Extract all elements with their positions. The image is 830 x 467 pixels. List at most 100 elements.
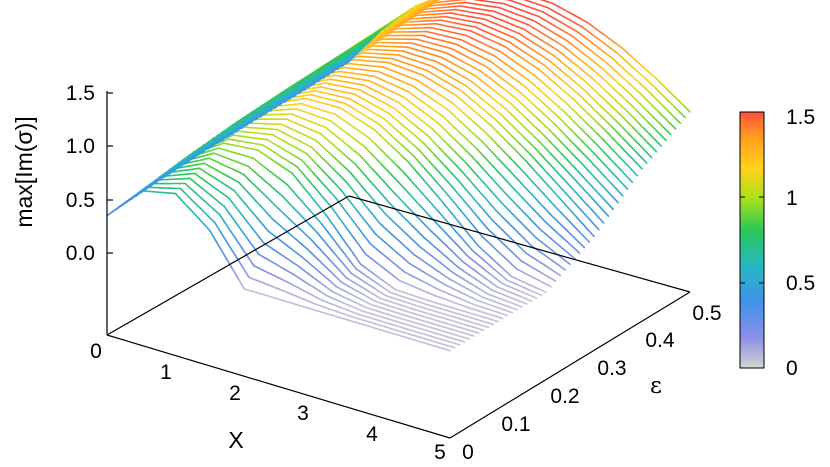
surface-segment	[258, 104, 267, 112]
surface-segment	[518, 289, 526, 295]
surface-segment	[224, 222, 232, 233]
surface-segment	[424, 168, 432, 177]
surface-segment	[259, 110, 268, 118]
surface-segment	[643, 67, 651, 74]
surface-segment	[453, 216, 462, 225]
surface-segment	[250, 209, 258, 219]
surface-segment	[449, 41, 457, 45]
surface-segment	[340, 281, 349, 287]
surface-segment	[258, 267, 267, 273]
surface-segment	[455, 43, 463, 48]
surface-segment	[382, 109, 390, 115]
surface-segment	[242, 267, 250, 279]
surface-segment	[482, 301, 491, 306]
surface-segment	[483, 109, 492, 116]
surface-segment	[466, 49, 475, 54]
surface-segment	[523, 85, 532, 93]
surface-segment	[200, 187, 208, 194]
surface-segment	[514, 254, 523, 262]
surface-segment	[420, 67, 429, 72]
surface-segment	[259, 190, 268, 198]
surface-segment	[386, 170, 395, 178]
surface-segment	[551, 2, 560, 8]
surface-segment	[278, 89, 287, 97]
surface-segment	[447, 340, 455, 344]
surface-segment	[294, 146, 302, 152]
surface-segment	[470, 237, 479, 246]
surface-segment	[587, 93, 596, 101]
surface-segment	[397, 308, 406, 312]
surface-segment	[415, 313, 423, 317]
surface-segment	[295, 84, 303, 93]
surface-segment	[306, 165, 315, 174]
surface-segment	[229, 124, 237, 132]
surface-segment	[635, 99, 644, 107]
surface-segment	[608, 157, 617, 165]
surface-segment	[414, 339, 423, 343]
surface-segment	[223, 149, 231, 153]
surface-segment	[543, 273, 551, 279]
surface-segment	[366, 69, 374, 72]
surface-segment	[544, 282, 552, 288]
surface-segment	[323, 110, 331, 114]
surface-segment	[213, 136, 221, 143]
surface-segment	[251, 148, 259, 151]
surface-segment	[331, 290, 339, 295]
surface-segment	[530, 48, 539, 54]
surface-segment	[501, 78, 510, 85]
surface-segment	[503, 2, 511, 7]
surface-segment	[402, 55, 411, 60]
surface-segment	[423, 302, 432, 307]
surface-segment	[575, 22, 584, 28]
surface-segment	[331, 94, 340, 97]
surface-segment	[271, 285, 279, 290]
surface-segment	[212, 196, 220, 203]
surface-segment	[283, 300, 291, 304]
surface-segment	[342, 239, 351, 249]
surface-segment	[273, 92, 282, 100]
surface-segment	[490, 218, 499, 226]
surface-segment	[380, 302, 389, 307]
surface-segment	[299, 97, 307, 101]
surface-segment	[462, 310, 471, 314]
surface-segment	[259, 280, 268, 285]
surface-segment	[412, 47, 420, 52]
surface-segment	[359, 40, 367, 48]
surface-segment	[345, 110, 353, 116]
surface-segment	[217, 201, 226, 208]
surface-segment	[181, 169, 189, 172]
surface-segment	[416, 136, 425, 144]
surface-segment	[464, 137, 472, 144]
surface-segment	[220, 249, 228, 261]
surface-segment	[451, 0, 460, 2]
surface-segment	[323, 312, 331, 316]
surface-segment	[431, 344, 440, 349]
surface-segment	[583, 44, 591, 51]
surface-segment	[425, 312, 433, 316]
surface-segment	[454, 37, 462, 41]
surface-segment	[596, 202, 604, 211]
surface-segment	[397, 166, 405, 174]
surface-segment	[255, 137, 263, 140]
surface-segment	[531, 13, 540, 18]
surface-segment	[303, 90, 311, 94]
surface-segment	[228, 197, 236, 207]
surface-segment	[494, 305, 502, 310]
surface-segment	[629, 93, 638, 101]
surface-segment	[436, 6, 444, 9]
surface-segment	[335, 124, 343, 131]
surface-segment	[219, 230, 227, 242]
surface-segment	[390, 296, 398, 301]
surface-segment	[459, 283, 467, 289]
surface-segment	[512, 227, 521, 235]
surface-segment	[266, 212, 274, 221]
surface-segment	[496, 286, 504, 291]
surface-segment	[415, 4, 424, 8]
surface-segment	[581, 78, 589, 85]
surface-segment	[512, 30, 521, 35]
surface-segment	[268, 245, 276, 252]
surface-segment	[405, 127, 413, 134]
surface-segment	[425, 63, 433, 67]
surface-segment	[407, 328, 415, 332]
surface-segment	[368, 79, 376, 85]
